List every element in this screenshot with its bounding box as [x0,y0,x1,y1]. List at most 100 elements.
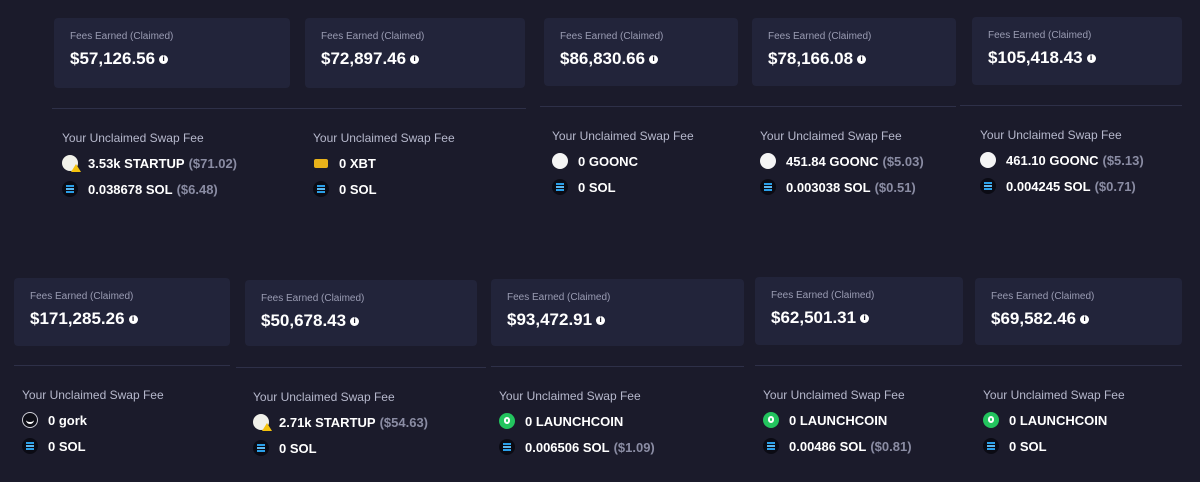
unclaimed-panel: Your Unclaimed Swap Fee 0 LAUNCHCOIN 0.0… [763,388,912,464]
unclaimed-panel: Your Unclaimed Swap Fee 0 LAUNCHCOIN 0 S… [983,388,1125,464]
fees-amount: $69,582.46 [991,309,1077,328]
unclaimed-title: Your Unclaimed Swap Fee [313,131,455,145]
token-row: 0.004245 SOL ($0.71) [980,178,1144,194]
fees-card: Fees Earned (Claimed) $78,166.08 i [752,18,956,86]
fees-card: Fees Earned (Claimed) $50,678.43 i [245,280,477,346]
fees-label: Fees Earned (Claimed) [991,291,1095,302]
fees-value: $86,830.66 i [560,49,659,69]
unclaimed-title: Your Unclaimed Swap Fee [22,388,164,402]
divider [14,365,230,366]
info-icon[interactable]: i [860,313,870,323]
sol-token-icon [62,181,78,197]
token-usd: ($0.81) [870,438,912,454]
token-amount: 0 LAUNCHCOIN [525,413,624,429]
fees-label: Fees Earned (Claimed) [30,291,134,302]
fees-label: Fees Earned (Claimed) [261,293,365,304]
info-icon[interactable]: i [1086,53,1096,63]
fees-value: $50,678.43 i [261,311,360,331]
fees-card: Fees Earned (Claimed) $57,126.56 i [54,18,290,88]
token-row: 0.003038 SOL ($0.51) [760,179,924,195]
token-amount: 0 XBT [339,155,376,171]
fees-amount: $86,830.66 [560,49,646,68]
token-amount: 0 SOL [578,179,616,195]
token-row: 0.00486 SOL ($0.81) [763,438,912,454]
sol-token-icon [760,179,776,195]
fees-amount: $72,897.46 [321,49,407,68]
fees-card: Fees Earned (Claimed) $105,418.43 i [972,17,1182,85]
fees-card: Fees Earned (Claimed) $86,830.66 i [544,18,738,86]
unclaimed-panel: Your Unclaimed Swap Fee 3.53k STARTUP ($7… [62,131,237,207]
fees-value: $93,472.91 i [507,310,606,330]
info-icon[interactable]: i [857,54,867,64]
unclaimed-title: Your Unclaimed Swap Fee [253,390,395,404]
launchcoin-token-icon [499,413,515,429]
token-amount: 0 LAUNCHCOIN [789,412,888,428]
sol-token-icon [552,179,568,195]
fees-amount: $50,678.43 [261,311,347,330]
info-icon[interactable]: i [350,316,360,326]
token-amount: 0.003038 SOL [786,179,871,195]
token-row: 0 SOL [983,438,1125,454]
token-usd: ($0.51) [874,179,916,195]
unclaimed-panel: Your Unclaimed Swap Fee 0 XBT 0 SOL [313,131,455,207]
goonc-token-icon [980,152,996,168]
goonc-token-icon [760,153,776,169]
startup-token-icon [62,155,81,172]
info-icon[interactable]: i [410,54,420,64]
token-amount: 0.006506 SOL [525,439,610,455]
token-amount: 0 SOL [339,181,377,197]
fees-amount: $62,501.31 [771,308,857,327]
fees-card: Fees Earned (Claimed) $171,285.26 i [14,278,230,346]
info-icon[interactable]: i [128,314,138,324]
info-icon[interactable]: i [159,54,169,64]
fees-value: $78,166.08 i [768,49,867,69]
token-amount: 0 gork [48,412,88,428]
launchcoin-token-icon [983,412,999,428]
startup-token-icon [253,414,272,431]
divider [491,366,744,367]
fees-card: Fees Earned (Claimed) $93,472.91 i [491,279,744,346]
sol-token-icon [253,440,269,456]
divider [960,105,1182,106]
xbt-token-icon [313,155,329,171]
token-row: 0 SOL [552,179,694,195]
unclaimed-title: Your Unclaimed Swap Fee [499,389,641,403]
token-row: 0 gork [22,412,164,428]
unclaimed-panel: Your Unclaimed Swap Fee 0 gork 0 SOL [22,388,164,464]
fees-label: Fees Earned (Claimed) [321,31,425,42]
token-amount: 0 SOL [48,438,86,454]
token-amount: 0.004245 SOL [1006,178,1091,194]
fees-amount: $78,166.08 [768,49,854,68]
token-row: 3.53k STARTUP ($71.02) [62,155,237,172]
unclaimed-title: Your Unclaimed Swap Fee [62,131,204,145]
unclaimed-title: Your Unclaimed Swap Fee [980,128,1122,142]
token-amount: 0.00486 SOL [789,438,867,454]
unclaimed-panel: Your Unclaimed Swap Fee 2.71k STARTUP ($5… [253,390,428,466]
unclaimed-panel: Your Unclaimed Swap Fee 0 LAUNCHCOIN 0.0… [499,389,655,465]
token-row: 0 LAUNCHCOIN [983,412,1125,428]
token-row: 0.006506 SOL ($1.09) [499,439,655,455]
fees-label: Fees Earned (Claimed) [560,31,664,42]
info-icon[interactable]: i [1080,314,1090,324]
info-icon[interactable]: i [596,315,606,325]
fees-label: Fees Earned (Claimed) [507,292,611,303]
fees-card: Fees Earned (Claimed) $69,582.46 i [975,278,1182,345]
unclaimed-title: Your Unclaimed Swap Fee [983,388,1125,402]
divider [52,108,526,109]
divider [540,106,956,107]
sol-token-icon [22,438,38,454]
fees-label: Fees Earned (Claimed) [988,30,1092,41]
sol-token-icon [980,178,996,194]
fees-label: Fees Earned (Claimed) [70,31,174,42]
fees-amount: $93,472.91 [507,310,593,329]
token-row: 2.71k STARTUP ($54.63) [253,414,428,431]
token-amount: 451.84 GOONC [786,153,879,169]
unclaimed-panel: Your Unclaimed Swap Fee 451.84 GOONC ($5.… [760,129,924,205]
fees-value: $105,418.43 i [988,48,1096,68]
info-icon[interactable]: i [649,54,659,64]
token-row: 0 SOL [313,181,455,197]
unclaimed-title: Your Unclaimed Swap Fee [763,388,905,402]
token-row: 0 GOONC [552,153,694,169]
sol-token-icon [499,439,515,455]
fees-value: $171,285.26 i [30,309,138,329]
